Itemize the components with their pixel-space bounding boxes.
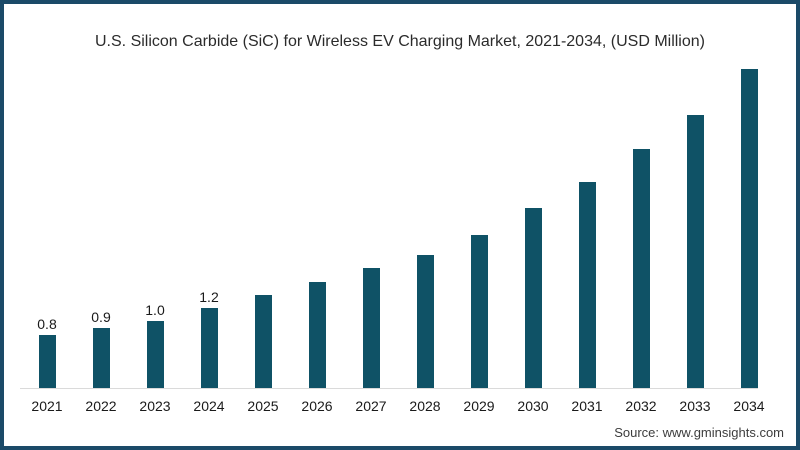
bar-value-label-2024: 1.2 (199, 289, 219, 305)
bar-value-label-2021: 0.8 (37, 316, 57, 332)
bar-slot-2025 (236, 0, 290, 388)
bar-2023 (146, 321, 164, 388)
x-axis-labels: 2021 2022 2023 2024 2025 2026 2027 2028 2029 2030… (20, 398, 776, 414)
bar-slot-2024: 1.2 (182, 0, 236, 388)
x-tick-label-2025: 2025 (247, 398, 279, 414)
bar-slot-2027 (344, 0, 398, 388)
bar-2025 (254, 295, 272, 388)
x-tick-label-2034: 2034 (733, 398, 765, 414)
bar-slot-2034 (722, 0, 776, 388)
x-tick-label-2021: 2021 (31, 398, 63, 414)
chart-title: U.S. Silicon Carbide (SiC) for Wireless … (95, 33, 705, 50)
x-tick-label-2022: 2022 (85, 398, 117, 414)
x-tick-label-2033: 2033 (679, 398, 711, 414)
bar-2021 (38, 335, 56, 388)
bar-slot-2022: 0.9 (74, 0, 128, 388)
bar-slot-2026 (290, 0, 344, 388)
bar-slot-2029 (452, 0, 506, 388)
x-tick-label-2027: 2027 (355, 398, 387, 414)
bar-value-label-2022: 0.9 (91, 309, 111, 325)
bar-2030 (524, 208, 542, 388)
x-tick-label-2028: 2028 (409, 398, 441, 414)
bar-2027 (362, 268, 380, 388)
x-axis-line (20, 388, 758, 389)
x-tick-label-2026: 2026 (301, 398, 333, 414)
x-tick-label-2023: 2023 (139, 398, 171, 414)
x-tick-label-2031: 2031 (571, 398, 603, 414)
bar-slot-2033 (668, 0, 722, 388)
source-credit: Source: www.gminsights.com (614, 425, 784, 440)
x-tick-label-2032: 2032 (625, 398, 657, 414)
bar-2031 (578, 182, 596, 388)
bar-slot-2028 (398, 0, 452, 388)
bar-slot-2021: 0.8 (20, 0, 74, 388)
bar-2029 (470, 235, 488, 388)
bar-2028 (416, 255, 434, 388)
bar-2026 (308, 282, 326, 388)
bar-2033 (686, 115, 704, 388)
x-tick-label-2024: 2024 (193, 398, 225, 414)
x-tick-label-2029: 2029 (463, 398, 495, 414)
bar-2024 (200, 308, 218, 388)
bar-slot-2032 (614, 0, 668, 388)
bar-slot-2030 (506, 0, 560, 388)
bar-2034 (740, 69, 758, 388)
bar-value-label-2023: 1.0 (145, 302, 165, 318)
bar-2032 (632, 149, 650, 388)
bar-2022 (92, 328, 110, 388)
bar-slot-2023: 1.0 (128, 0, 182, 388)
x-tick-label-2030: 2030 (517, 398, 549, 414)
plot-area: 0.8 0.9 1.0 1.2 (20, 0, 776, 388)
bar-slot-2031 (560, 0, 614, 388)
